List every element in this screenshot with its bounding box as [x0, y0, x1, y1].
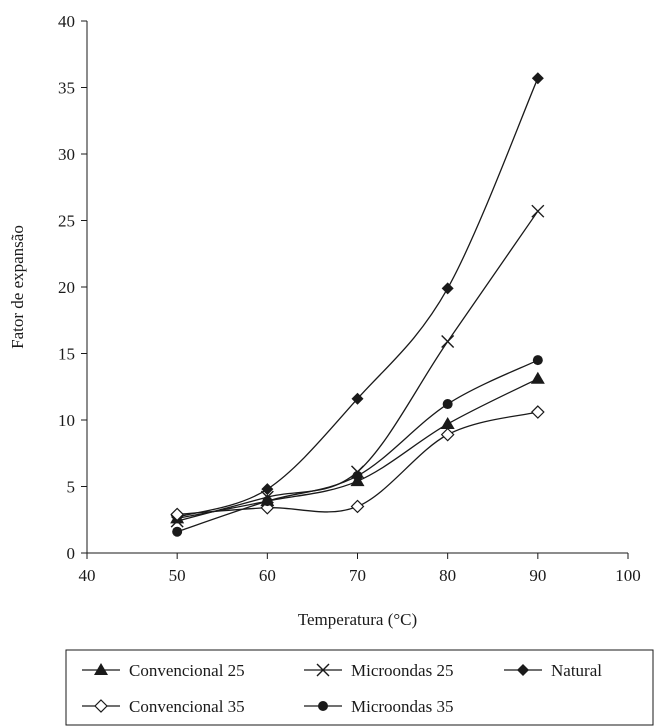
legend-label: Microondas 25 — [351, 661, 453, 680]
x-tick-label: 40 — [79, 566, 96, 585]
legend-item: Natural — [504, 661, 602, 680]
y-tick-label: 20 — [58, 278, 75, 297]
x-stroke — [316, 663, 330, 677]
legend-label: Convencional 35 — [129, 697, 245, 716]
legend-marker — [316, 663, 330, 677]
series-layer — [170, 72, 545, 537]
data-point — [261, 483, 274, 496]
data-point — [170, 507, 185, 522]
y-tick-label: 30 — [58, 145, 75, 164]
y-tick-label: 35 — [58, 79, 75, 98]
data-point — [172, 526, 183, 537]
data-point — [350, 499, 365, 514]
legend-marker — [318, 701, 328, 711]
series-line — [177, 210, 539, 522]
legend-box — [65, 649, 654, 726]
legend-marker — [517, 664, 529, 676]
data-point — [262, 496, 273, 507]
series-convencional-35 — [170, 405, 545, 522]
data-point — [531, 72, 544, 85]
legend-item: Convencional 25 — [82, 661, 245, 680]
y-tick-label: 0 — [67, 544, 76, 563]
legend-marker — [94, 699, 108, 713]
x-axis-title: Temperatura (°C) — [298, 610, 417, 629]
data-point — [440, 416, 455, 429]
axes: 0 5 10 15 20 25 30 35 40 40 50 60 70 80 90 100 Temperatu… — [8, 12, 641, 629]
data-point — [441, 335, 455, 349]
y-tick-label: 15 — [58, 345, 75, 364]
y-tick-label: 5 — [67, 478, 76, 497]
legend-label: Convencional 25 — [129, 661, 245, 680]
series-line — [176, 77, 539, 518]
legend-item: Microondas 35 — [304, 697, 453, 716]
x-tick-label: 70 — [349, 566, 366, 585]
legend-label: Microondas 35 — [351, 697, 453, 716]
y-tick-label: 25 — [58, 212, 75, 231]
x-tick-label: 60 — [259, 566, 276, 585]
y-tick-label: 40 — [58, 12, 75, 31]
series-natural — [171, 72, 544, 524]
x-tick-label: 90 — [529, 566, 546, 585]
data-point — [352, 470, 363, 481]
y-tick-label: 10 — [58, 411, 75, 430]
data-point — [532, 355, 543, 366]
x-stroke — [531, 204, 545, 218]
data-point — [530, 371, 545, 384]
data-point — [351, 392, 364, 405]
legend: Convencional 25 Microondas 25 Natural Conve… — [65, 649, 654, 726]
data-point — [530, 405, 545, 419]
data-point — [531, 204, 545, 218]
y-axis-title: Fator de expansão — [8, 225, 27, 349]
legend-item: Microondas 25 — [304, 661, 453, 680]
series-line — [177, 411, 538, 516]
data-point — [440, 427, 455, 442]
data-point — [442, 399, 453, 410]
legend-item: Convencional 35 — [82, 697, 245, 716]
legend-label: Natural — [551, 661, 602, 680]
x-tick-label: 100 — [615, 566, 641, 585]
x-stroke — [441, 335, 455, 349]
x-tick-label: 80 — [439, 566, 456, 585]
x-tick-label: 50 — [169, 566, 186, 585]
data-point — [441, 282, 454, 295]
legend-marker — [94, 663, 108, 675]
series-microondas-35 — [172, 355, 543, 537]
